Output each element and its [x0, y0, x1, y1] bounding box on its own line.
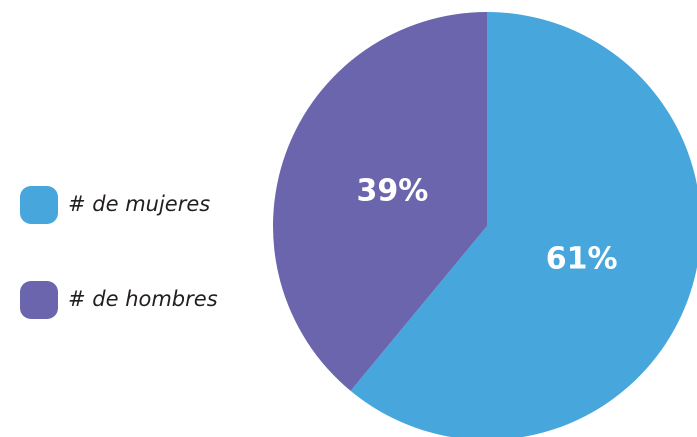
pie-slice — [350, 12, 697, 437]
legend-label: # de mujeres — [68, 192, 210, 216]
pie-slice — [272, 12, 487, 391]
slice-label: 61% — [546, 242, 618, 277]
slice-label: 39% — [356, 173, 428, 208]
legend-swatch — [20, 281, 58, 319]
legend-swatch — [20, 186, 58, 224]
legend-label: # de hombres — [68, 287, 218, 311]
